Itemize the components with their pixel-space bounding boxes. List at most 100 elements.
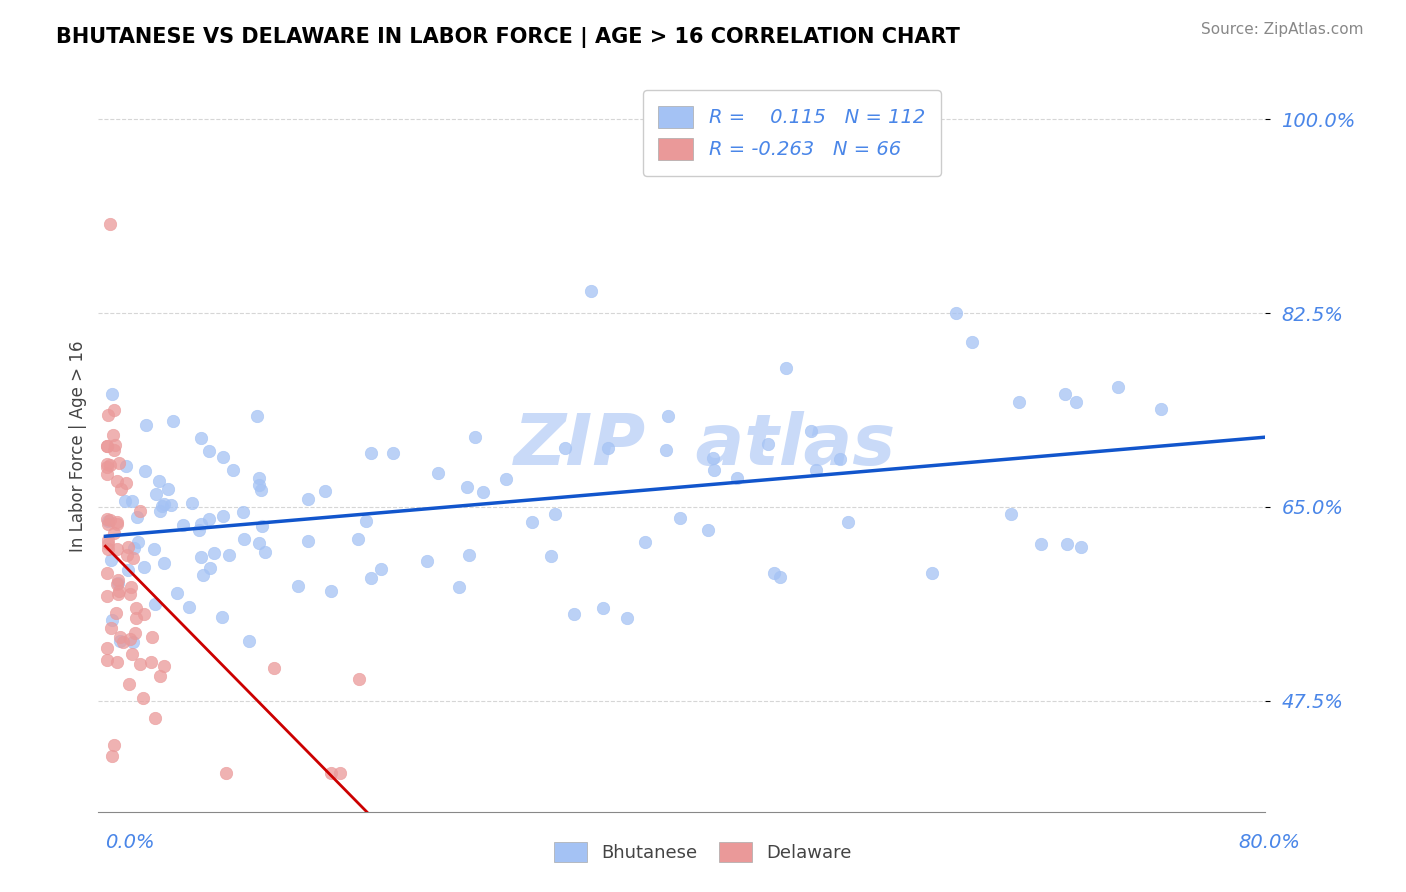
Point <box>108 633 131 648</box>
Point <box>96 439 118 453</box>
Legend: R =    0.115   N = 112, R = -0.263   N = 66: R = 0.115 N = 112, R = -0.263 N = 66 <box>643 90 941 176</box>
Point <box>554 442 576 456</box>
Point <box>122 551 145 566</box>
Point <box>472 485 495 500</box>
Point <box>108 583 131 598</box>
Point <box>321 766 343 780</box>
Point <box>105 517 128 532</box>
Point <box>596 442 619 456</box>
Text: BHUTANESE VS DELAWARE IN LABOR FORCE | AGE > 16 CORRELATION CHART: BHUTANESE VS DELAWARE IN LABOR FORCE | A… <box>56 27 960 48</box>
Point <box>111 634 134 648</box>
Point <box>103 525 125 540</box>
Point <box>247 536 270 550</box>
Legend: Bhutanese, Delaware: Bhutanese, Delaware <box>547 834 859 870</box>
Point <box>128 504 150 518</box>
Point <box>655 442 678 457</box>
Point <box>105 475 128 489</box>
Point <box>616 611 638 625</box>
Point <box>945 306 967 320</box>
Point <box>118 632 141 646</box>
Point <box>120 580 142 594</box>
Point <box>107 655 129 669</box>
Point <box>252 519 274 533</box>
Point <box>110 483 132 497</box>
Point <box>141 630 163 644</box>
Point <box>134 607 156 621</box>
Point <box>148 474 170 488</box>
Point <box>427 466 450 480</box>
Point <box>115 548 138 562</box>
Point <box>1056 537 1078 551</box>
Point <box>135 417 157 432</box>
Point <box>96 467 118 481</box>
Point <box>100 553 122 567</box>
Point <box>118 677 141 691</box>
Point <box>1008 395 1031 409</box>
Point <box>702 450 724 465</box>
Point <box>115 476 138 491</box>
Point <box>122 541 145 555</box>
Point <box>668 511 690 525</box>
Point <box>97 408 120 422</box>
Point <box>297 491 319 506</box>
Point <box>114 459 136 474</box>
Point <box>125 601 148 615</box>
Point <box>634 534 657 549</box>
Point <box>544 508 567 522</box>
Point <box>775 360 797 375</box>
Point <box>98 512 121 526</box>
Point <box>263 660 285 674</box>
Point <box>198 561 221 575</box>
Point <box>97 537 120 551</box>
Point <box>1150 401 1173 416</box>
Point <box>1053 387 1076 401</box>
Point <box>96 566 118 580</box>
Point <box>107 456 129 470</box>
Point <box>520 516 543 530</box>
Point <box>121 635 143 649</box>
Point <box>233 532 256 546</box>
Point <box>198 444 221 458</box>
Point <box>197 512 219 526</box>
Point <box>762 566 785 581</box>
Point <box>96 460 118 475</box>
Point <box>1000 507 1022 521</box>
Point <box>121 493 143 508</box>
Point <box>540 549 562 563</box>
Point <box>238 633 260 648</box>
Point <box>96 512 118 526</box>
Point <box>215 766 238 780</box>
Point <box>149 504 172 518</box>
Point <box>104 437 127 451</box>
Point <box>110 631 132 645</box>
Point <box>837 516 859 530</box>
Point <box>97 514 120 528</box>
Point <box>382 445 405 459</box>
Point <box>329 766 352 780</box>
Point <box>177 600 200 615</box>
Point <box>105 606 128 620</box>
Text: 80.0%: 80.0% <box>1239 833 1301 853</box>
Point <box>250 483 273 498</box>
Point <box>703 463 725 477</box>
Point <box>105 577 128 591</box>
Point <box>828 452 851 467</box>
Point <box>181 496 204 510</box>
Point <box>153 497 176 511</box>
Point <box>347 533 370 547</box>
Point <box>321 583 343 598</box>
Point <box>254 544 277 558</box>
Point <box>245 409 267 424</box>
Point <box>107 541 129 556</box>
Point <box>118 586 141 600</box>
Point <box>222 463 245 477</box>
Point <box>495 472 517 486</box>
Point <box>921 566 943 580</box>
Point <box>127 510 149 524</box>
Point <box>97 516 120 531</box>
Point <box>449 580 471 594</box>
Point <box>370 562 392 576</box>
Point <box>202 546 225 560</box>
Point <box>129 657 152 672</box>
Point <box>103 738 125 752</box>
